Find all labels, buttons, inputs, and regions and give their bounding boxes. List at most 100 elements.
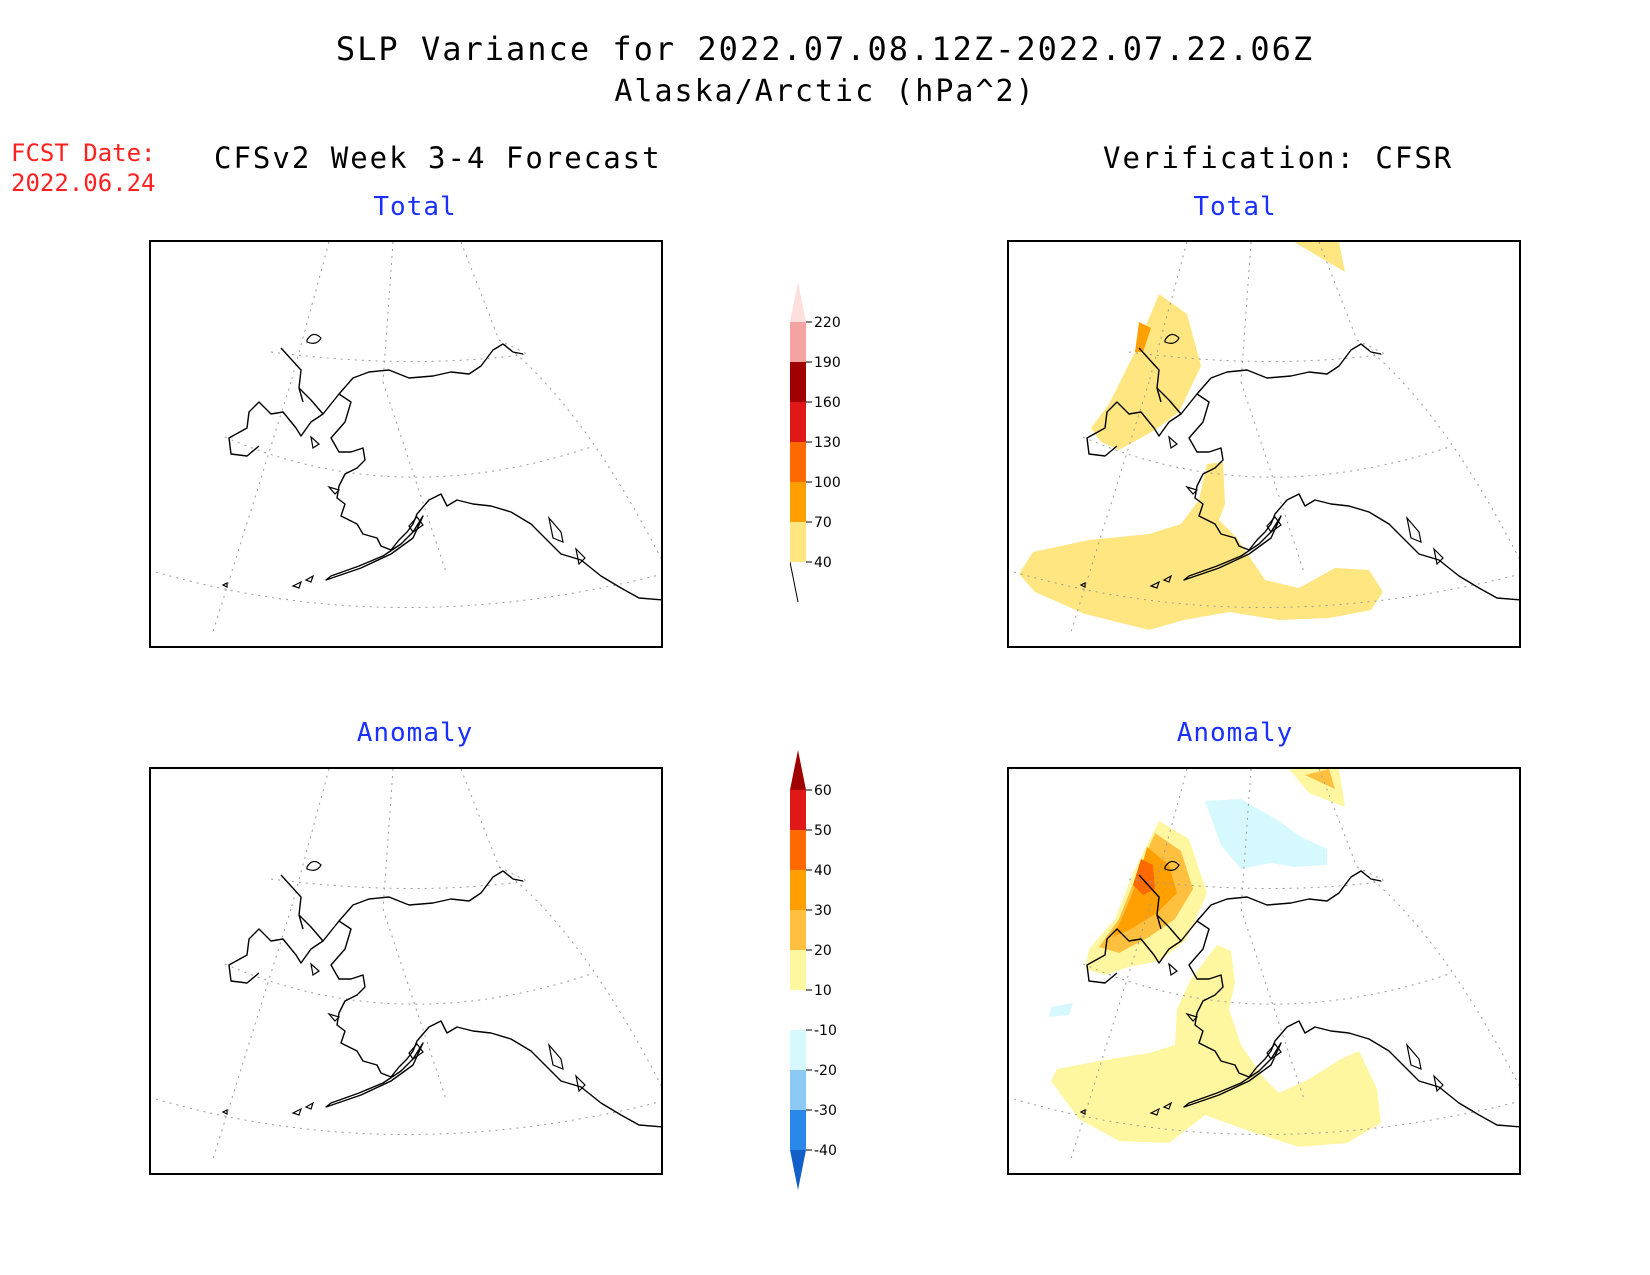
colorbar-bottom-arrow — [789, 561, 799, 603]
graticule-line — [270, 878, 528, 890]
alaska-coastline — [1086, 870, 1519, 1128]
island — [221, 582, 228, 588]
graticule-line — [498, 866, 528, 882]
graticule-line — [1148, 242, 1188, 383]
map-canvas — [1013, 242, 1519, 633]
shaded-region — [1205, 799, 1327, 869]
graticule-line — [498, 339, 661, 560]
colorbar-swatch — [790, 950, 806, 990]
graticule-line — [460, 769, 500, 868]
island — [1433, 547, 1444, 566]
forecast-column-title: CFSv2 Week 3-4 Forecast — [214, 141, 662, 175]
verification-column-title: Verification: CFSR — [1103, 141, 1454, 175]
graticule-line — [1356, 866, 1519, 1087]
graticule-line — [1148, 769, 1188, 910]
map-canvas — [1013, 769, 1519, 1160]
colorbar-tick-label: 20 — [814, 943, 832, 959]
island — [304, 574, 315, 583]
island — [1266, 516, 1282, 533]
graticule-lines — [1013, 242, 1519, 633]
colorbar-swatch — [790, 402, 806, 442]
graticule-line — [1128, 351, 1386, 363]
island — [221, 1109, 228, 1115]
island — [575, 1074, 586, 1093]
total-colorbar: 220 190 160 130 100 70 40 — [789, 282, 870, 612]
island — [408, 516, 424, 533]
island — [547, 1042, 564, 1070]
forecast-anomaly-map — [149, 767, 663, 1175]
shaded-region — [1294, 242, 1345, 272]
shaded-region — [1049, 1003, 1073, 1017]
colorbar-tick-label: -40 — [814, 1143, 837, 1159]
island — [1405, 515, 1422, 543]
graticule-line — [1356, 866, 1386, 882]
colorbar-swatch — [790, 790, 806, 830]
colorbar-graphic: 60 50 40 30 20 10 -10 -20 -30 -40 — [790, 750, 837, 1190]
graticule-line — [1070, 908, 1150, 1160]
map-subtitle: Alaska/Arctic (hPa^2) — [614, 74, 1036, 109]
graticule-line — [290, 242, 330, 383]
colorbar-bottom-arrow — [790, 1150, 806, 1190]
island — [1168, 435, 1178, 450]
island — [547, 515, 564, 543]
colorbar-tick-label: 190 — [814, 355, 841, 371]
alaska-coastline — [228, 343, 661, 601]
island — [1168, 962, 1178, 977]
graticule-line — [1356, 339, 1519, 560]
colorbar-swatch — [790, 1110, 806, 1150]
graticule-line — [498, 866, 661, 1087]
island — [1149, 1107, 1161, 1116]
forecast-total-map — [149, 240, 663, 648]
island — [1162, 574, 1173, 583]
colorbar-swatch — [790, 442, 806, 482]
graticule-line — [212, 908, 292, 1160]
graticule-line — [382, 242, 394, 383]
graticule-line — [155, 571, 661, 608]
island — [291, 1107, 303, 1116]
island — [1185, 485, 1199, 495]
colorbar-swatch — [790, 482, 806, 522]
colorbar-tick-label: 50 — [814, 823, 832, 839]
graticule-lines — [1013, 769, 1519, 1160]
island — [1149, 580, 1161, 589]
colorbar-top-arrow — [790, 750, 806, 790]
graticule-line — [382, 769, 394, 910]
graticule-line — [1070, 381, 1150, 633]
island — [327, 485, 341, 495]
colorbar-swatch — [790, 322, 806, 362]
island — [1079, 582, 1086, 588]
map-canvas — [155, 769, 661, 1160]
island — [408, 1043, 424, 1060]
colorbar-top-arrow — [790, 282, 806, 322]
colorbar-tick-label: 40 — [814, 863, 832, 879]
colorbar-swatch — [790, 1030, 806, 1070]
colorbar-tick-label: 100 — [814, 475, 841, 491]
shaded-region — [1305, 769, 1335, 789]
graticule-line — [212, 381, 292, 633]
island — [310, 962, 320, 977]
colorbar-tick-label: 60 — [814, 783, 832, 799]
graticule-lines — [155, 769, 661, 1160]
shaded-region — [1051, 945, 1381, 1147]
colorbar-tick-label: 160 — [814, 395, 841, 411]
shaded-region — [1135, 322, 1151, 352]
verification-anomaly-label: Anomaly — [1176, 718, 1294, 748]
island — [1185, 1012, 1199, 1022]
colorbar-tick-label: 130 — [814, 435, 841, 451]
graticule-line — [1240, 769, 1252, 910]
island — [1433, 1074, 1444, 1093]
island — [1405, 1042, 1422, 1070]
graticule-line — [1356, 339, 1386, 355]
graticule-line — [1128, 878, 1386, 890]
colorbar-swatch — [790, 522, 806, 562]
shaded-region — [1091, 294, 1201, 450]
island — [304, 1101, 315, 1110]
verification-anomaly-map — [1007, 767, 1521, 1175]
island — [1266, 1043, 1282, 1060]
graticule-line — [1082, 963, 1450, 1005]
colorbar-graphic: 220 190 160 130 100 70 40 — [789, 282, 841, 603]
graticule-line — [224, 436, 592, 478]
colorbar-tick-label: -20 — [814, 1063, 837, 1079]
colorbar-tick-label: -30 — [814, 1103, 837, 1119]
map-title: SLP Variance for 2022.07.08.12Z-2022.07.… — [335, 30, 1315, 68]
